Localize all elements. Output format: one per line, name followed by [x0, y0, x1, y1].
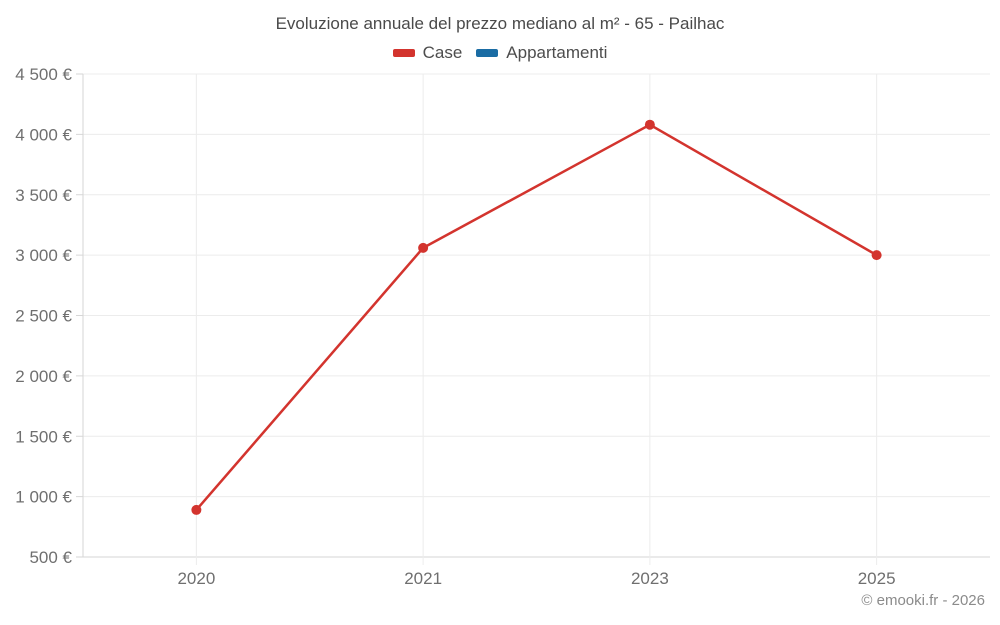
- x-axis-tick-label: 2020: [177, 569, 215, 588]
- data-point-case-2023[interactable]: [644, 119, 655, 130]
- x-axis-tick-label: 2021: [404, 569, 442, 588]
- y-axis-tick-label: 4 500 €: [15, 65, 72, 84]
- data-point-case-2020[interactable]: [191, 504, 202, 515]
- series-line-case: [195, 123, 878, 512]
- data-point-case-2021[interactable]: [418, 242, 429, 253]
- y-axis-tick-label: 4 000 €: [15, 125, 72, 144]
- series: [191, 119, 882, 515]
- chart-legend: Case Appartamenti: [0, 43, 1000, 63]
- y-axis-tick-label: 1 000 €: [15, 488, 72, 507]
- chart-title: Evoluzione annuale del prezzo mediano al…: [275, 14, 725, 33]
- y-axis-tick-label: 3 000 €: [15, 246, 72, 265]
- legend-item-label: Case: [422, 43, 463, 62]
- y-axis-tick-label: 2 500 €: [15, 307, 72, 326]
- x-axis-tick-label: 2025: [858, 569, 896, 588]
- gridlines: [83, 73, 990, 558]
- axis-lines: [76, 73, 878, 565]
- copyright-text: © emooki.fr - 2026: [861, 592, 985, 609]
- y-axis-tick-label: 500 €: [29, 548, 72, 567]
- legend-swatch-icon: [392, 49, 415, 57]
- x-axis-tick-label: 2023: [631, 569, 669, 588]
- y-axis-tick-label: 2 000 €: [15, 367, 72, 386]
- axis-labels: 500 € 1 000 € 1 500 € 2 000 € 2 500 € 3 000 €…: [15, 65, 895, 588]
- y-axis-tick-label: 3 500 €: [15, 186, 72, 205]
- legend-swatch-icon: [476, 49, 499, 57]
- legend-item-label: Appartamenti: [506, 43, 608, 62]
- legend-item-appartamenti[interactable]: Appartamenti: [476, 43, 607, 63]
- legend-item-case[interactable]: Case: [392, 43, 463, 63]
- y-axis-tick-label: 1 500 €: [15, 427, 72, 446]
- data-point-case-2025[interactable]: [871, 250, 882, 261]
